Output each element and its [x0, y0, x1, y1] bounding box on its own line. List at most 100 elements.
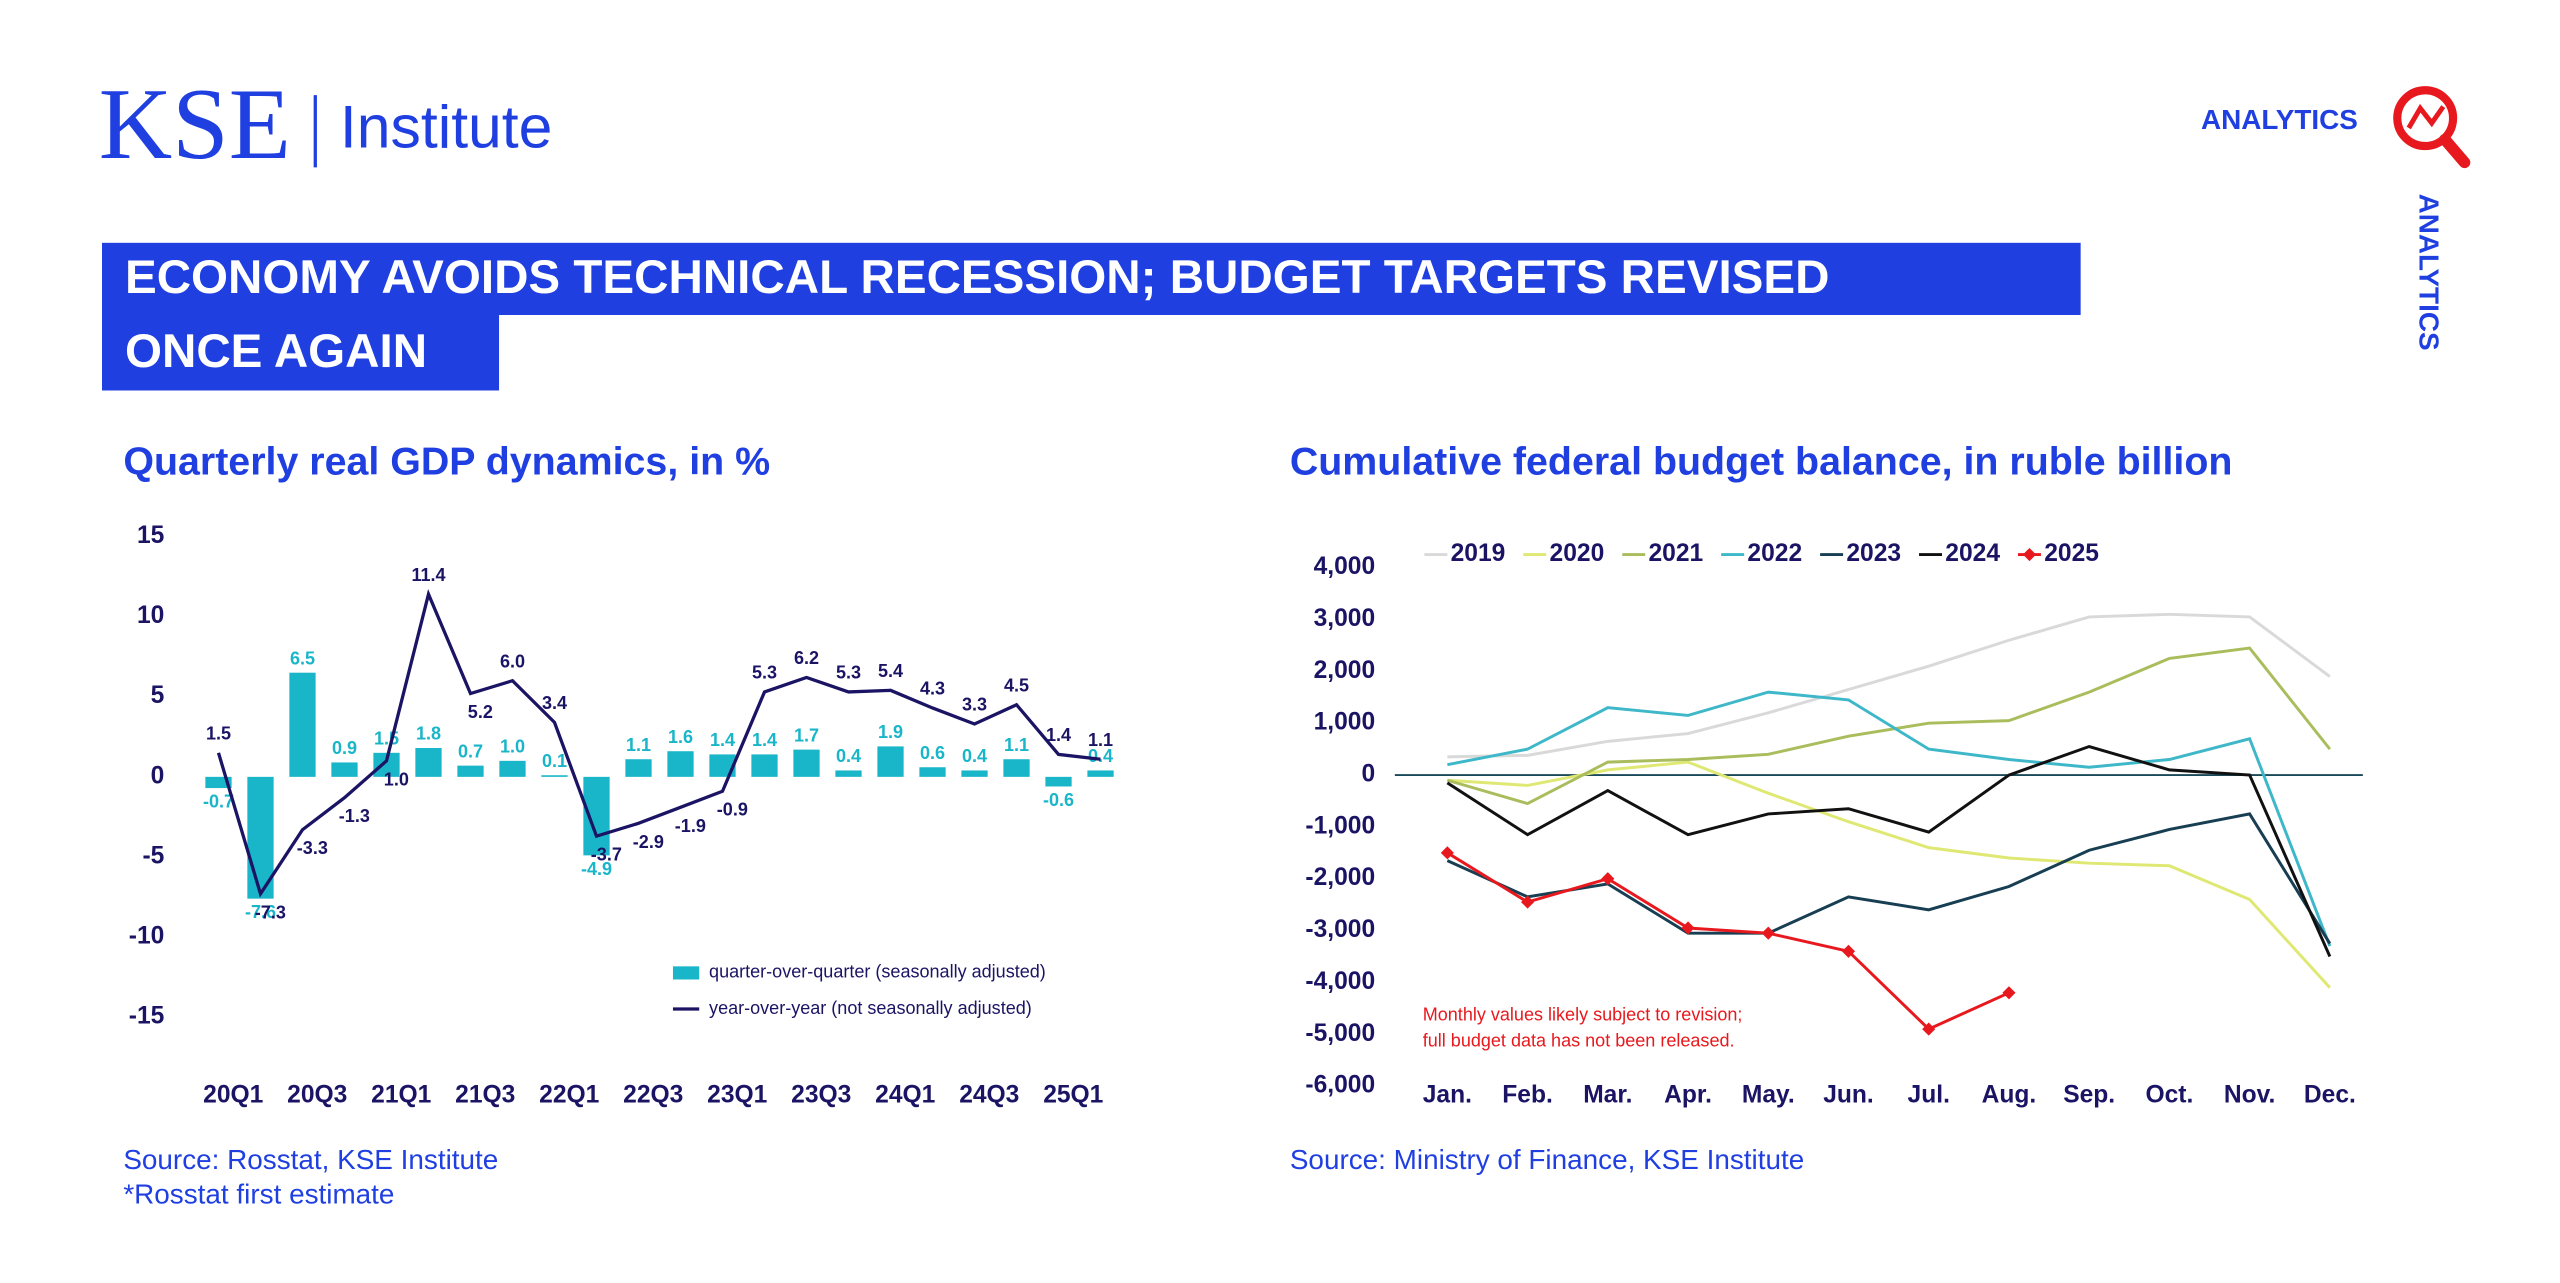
- bar-label: 0.4: [836, 746, 861, 766]
- x-tick-label: Sep.: [2063, 1081, 2115, 1108]
- line: [216, 589, 1101, 898]
- analytics-icon: [2393, 86, 2471, 169]
- bar-label: 6.5: [290, 648, 315, 668]
- x-tick-label: Jun.: [1823, 1081, 1874, 1108]
- marker: [1521, 895, 1535, 909]
- y-tick-label: 0: [1361, 761, 1375, 788]
- line-label: -3.3: [297, 838, 328, 858]
- bar: [205, 776, 232, 789]
- marker: [1761, 926, 1775, 940]
- line-label: -1.9: [675, 816, 706, 836]
- bar: [835, 770, 862, 777]
- line-label: -7.3: [255, 902, 286, 922]
- line-label: 4.3: [920, 679, 945, 699]
- note: *Rosstat first estimate: [123, 1178, 394, 1209]
- bar: [499, 760, 526, 777]
- legend-swatch: [672, 966, 700, 980]
- bar: [919, 767, 946, 777]
- y-tick-label: -15: [129, 1003, 165, 1030]
- legend-label: 2024: [1945, 540, 2000, 567]
- legend-label: 2023: [1846, 540, 1901, 567]
- x-tick-label: 23Q1: [707, 1081, 767, 1108]
- x-tick-label: Oct.: [2145, 1081, 2193, 1108]
- bar: [751, 754, 778, 777]
- y-tick-label: -10: [129, 923, 165, 950]
- legend-label: 2021: [1648, 540, 1703, 567]
- bar: [541, 775, 568, 777]
- x-tick-label: 20Q3: [287, 1081, 347, 1108]
- line-label: 5.4: [878, 661, 903, 681]
- marker: [2002, 986, 2016, 1000]
- y-tick-label: 10: [137, 602, 164, 629]
- x-tick-label: Mar.: [1583, 1081, 1632, 1108]
- bar: [289, 672, 316, 777]
- legend-label: 2020: [1550, 540, 1605, 567]
- tag: ANALYTICS: [2201, 104, 2358, 135]
- line-label: -1.3: [339, 806, 370, 826]
- line: [1446, 851, 2010, 1031]
- y-tick-label: 15: [137, 522, 164, 549]
- marker: [1601, 872, 1615, 886]
- x-tick-label: 21Q3: [455, 1081, 515, 1108]
- line-label: 3.4: [542, 693, 567, 713]
- y-tick-label: 4,000: [1314, 553, 1376, 580]
- annotation: full budget data has not been released.: [1423, 1031, 1735, 1051]
- x-tick-label: Aug.: [1982, 1081, 2037, 1108]
- y-tick-label: -1,000: [1305, 812, 1375, 839]
- line-label: 11.4: [411, 565, 445, 585]
- bar: [1087, 770, 1114, 777]
- chart-title: Quarterly real GDP dynamics, in %: [123, 440, 770, 484]
- line-label: 4.5: [1004, 675, 1029, 695]
- bar: [331, 762, 358, 777]
- bar: [625, 759, 652, 777]
- line-label: 1.5: [206, 724, 231, 744]
- y-tick-label: -5: [142, 842, 164, 869]
- bar-label: 0.1: [542, 751, 567, 771]
- logo: KSE: [99, 68, 291, 181]
- bar: [709, 754, 736, 777]
- institute: Institute: [340, 92, 553, 160]
- bar-label: 0.7: [458, 741, 483, 761]
- y-tick-label: -4,000: [1305, 968, 1375, 995]
- x-tick-label: Jul.: [1908, 1081, 1950, 1108]
- marker: [1440, 846, 1454, 860]
- bar-label: 1.6: [668, 727, 693, 747]
- headline: ONCE AGAIN: [125, 325, 427, 378]
- x-tick-label: May.: [1742, 1081, 1795, 1108]
- y-tick-label: -3,000: [1305, 916, 1375, 943]
- x-tick-label: Feb.: [1502, 1081, 1553, 1108]
- line-label: -2.9: [633, 832, 664, 852]
- bar-label: 0.9: [332, 738, 357, 758]
- line-label: 3.3: [962, 695, 987, 715]
- bar-label: -0.6: [1043, 790, 1074, 810]
- bar-label: 1.7: [794, 725, 819, 745]
- legend-label: 2022: [1747, 540, 1802, 567]
- bar-label: -7.6: [245, 902, 276, 922]
- legend-label: year-over-year (not seasonally adjusted): [709, 998, 1032, 1018]
- side-tag: ANALYTICS: [2413, 194, 2444, 351]
- bar: [961, 770, 988, 777]
- bar-label: 1.8: [416, 724, 441, 744]
- bar: [877, 746, 904, 777]
- marker: [1922, 1022, 1936, 1036]
- line-label: 1.4: [1046, 725, 1071, 745]
- x-tick-label: 20Q1: [203, 1081, 263, 1108]
- headline-box: [102, 242, 2081, 316]
- x-tick-label: Apr.: [1664, 1081, 1712, 1108]
- line-label: 1.0: [384, 769, 409, 789]
- line: [1447, 690, 2332, 947]
- marker: [1841, 944, 1856, 958]
- y-tick-label: 5: [151, 682, 165, 709]
- legend-marker: [2022, 547, 2037, 562]
- bar-label: 1.9: [878, 722, 903, 742]
- source: Source: Rosstat, KSE Institute: [123, 1144, 498, 1175]
- bar-label: 1.0: [500, 736, 525, 756]
- line-label: 5.2: [468, 702, 493, 722]
- bar-label: 0.4: [1088, 746, 1113, 766]
- line: [1447, 760, 2331, 989]
- y-tick-label: 2,000: [1314, 657, 1376, 684]
- legend-label: 2019: [1451, 540, 1506, 567]
- bar-label: 1.1: [1004, 735, 1029, 755]
- bar-label: 1.4: [752, 730, 777, 750]
